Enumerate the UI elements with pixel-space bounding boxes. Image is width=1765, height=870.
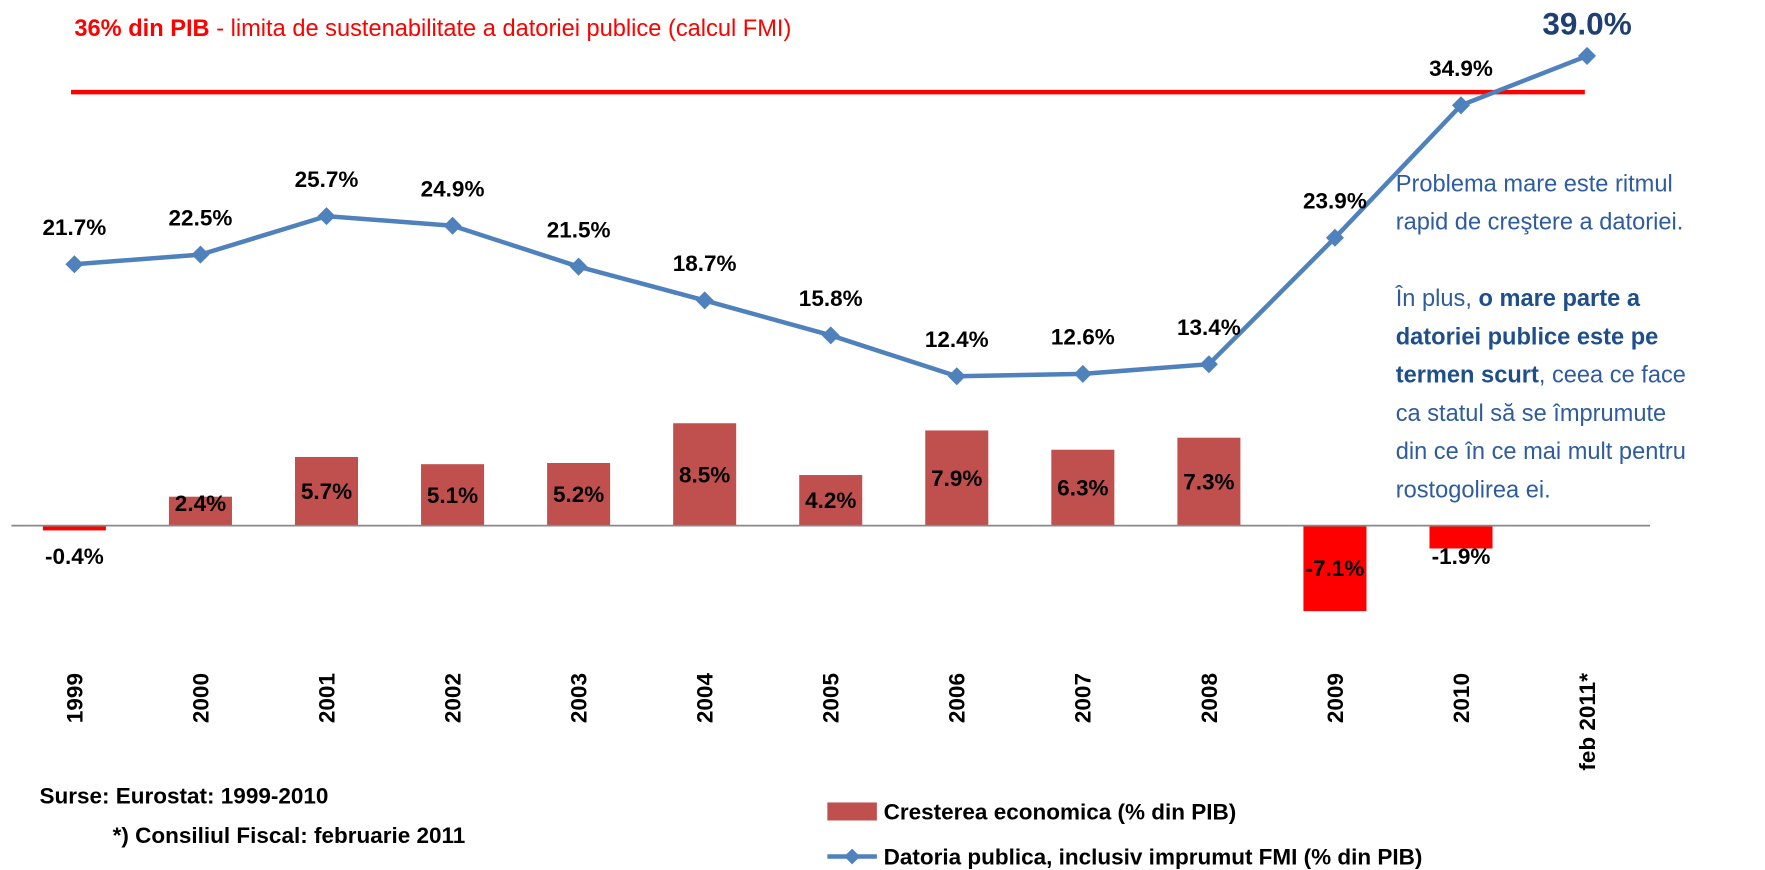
marker	[569, 257, 588, 276]
side-note-line: din ce în ce mai mult pentru	[1396, 439, 1686, 465]
x-tick-label: 2008	[1197, 673, 1222, 723]
marker	[317, 207, 336, 226]
side-note-line: În plus, o mare parte a	[1395, 285, 1641, 312]
x-tick-label: 2010	[1449, 673, 1474, 723]
marker	[443, 216, 462, 235]
annotation-bold: 36% din PIB	[74, 16, 209, 42]
bar	[1177, 437, 1241, 526]
data-label: 18.7%	[673, 251, 737, 276]
marker	[65, 255, 84, 274]
side-note-line: ca statul să se împrumute	[1396, 401, 1667, 427]
data-label: 13.4%	[1177, 315, 1241, 340]
side-note-line: rostogolirea ei.	[1396, 477, 1551, 503]
data-label: 21.5%	[547, 217, 611, 242]
source: Surse: Eurostat: 1999-2010	[40, 784, 329, 809]
side-note-text: În plus,	[1395, 285, 1479, 312]
data-label: 25.7%	[295, 167, 359, 192]
x-tick-label: 2006	[945, 673, 970, 723]
x-tick-label: 2005	[819, 673, 844, 723]
data-label: 8.5%	[679, 462, 730, 487]
x-tick-label: 2009	[1323, 673, 1348, 723]
marker	[1451, 96, 1471, 115]
marker	[947, 367, 966, 386]
marker	[1578, 46, 1597, 65]
x-tick-label: 2001	[314, 673, 339, 723]
marker	[191, 245, 210, 264]
data-label: 2.4%	[175, 491, 226, 516]
marker	[1199, 355, 1218, 374]
data-label: 7.3%	[1183, 470, 1234, 495]
x-tick-label: 2007	[1071, 673, 1096, 723]
data-label: -1.9%	[1432, 544, 1491, 569]
side-note-text: datoriei publice este pe	[1396, 324, 1659, 350]
data-label: 5.1%	[427, 483, 478, 508]
side-note-text: o mare parte a	[1478, 286, 1640, 312]
bar	[168, 496, 232, 526]
bar	[799, 475, 863, 526]
side-note-text: termen scurt	[1396, 363, 1539, 389]
data-label: 24.9%	[421, 176, 485, 201]
x-tick-label: feb 2011*	[1575, 673, 1600, 771]
legend-label: Datoria publica, inclusiv imprumut FMI (…	[884, 844, 1423, 869]
side-note-text: , ceea ce face	[1539, 363, 1686, 389]
side-note-text: din ce în ce mai mult pentru	[1396, 439, 1686, 465]
marker	[821, 326, 840, 345]
side-note-line: rapid de creştere a datoriei.	[1396, 210, 1684, 236]
bar	[547, 462, 611, 526]
data-label: 34.9%	[1429, 56, 1493, 81]
legend-label: Cresterea economica (% din PIB)	[884, 799, 1237, 824]
data-label: 4.2%	[805, 488, 856, 513]
side-note-text: rapid de creştere a datoriei.	[1396, 210, 1684, 236]
bar	[1051, 449, 1115, 526]
bar	[1303, 525, 1367, 612]
data-label: 21.7%	[42, 215, 106, 240]
data-label: 39.0%	[1542, 6, 1631, 42]
data-label: 12.6%	[1051, 325, 1115, 350]
x-tick-label: 2004	[693, 673, 718, 724]
data-label: 23.9%	[1303, 189, 1367, 214]
side-note-line: termen scurt, ceea ce face	[1396, 363, 1686, 389]
x-tick-label: 2003	[566, 673, 591, 723]
source: *) Consiliul Fiscal: februarie 2011	[113, 823, 466, 848]
data-label: 6.3%	[1057, 476, 1108, 501]
threshold-annotation: 36% din PIB - limita de sustenabilitate …	[74, 16, 791, 42]
data-label: 12.4%	[925, 327, 989, 352]
bar	[925, 430, 989, 526]
data-label: 5.2%	[553, 482, 604, 507]
marker	[1073, 364, 1092, 383]
side-note-text: Problema mare este ritmul	[1396, 171, 1673, 197]
data-label: 5.7%	[301, 479, 352, 504]
annotation-text: - limita de sustenabilitate a datoriei p…	[210, 16, 792, 42]
x-tick-label: 2002	[440, 673, 465, 723]
side-note-line: datoriei publice este pe	[1396, 324, 1659, 350]
legend-marker	[844, 848, 860, 865]
side-note-text: rostogolirea ei.	[1396, 477, 1551, 503]
marker	[695, 291, 714, 310]
side-note-line: Problema mare este ritmul	[1396, 171, 1673, 197]
bar	[421, 464, 485, 526]
x-tick-label: 2000	[188, 673, 213, 723]
side-note-text: ca statul să se împrumute	[1396, 401, 1667, 427]
data-label: -0.4%	[45, 544, 104, 569]
bar	[673, 423, 737, 526]
x-tick-label: 1999	[62, 673, 87, 723]
data-label: 22.5%	[169, 205, 233, 230]
bar	[294, 456, 359, 526]
legend-swatch	[827, 802, 877, 821]
data-label: -7.1%	[1306, 556, 1365, 581]
data-label: 15.8%	[799, 286, 863, 311]
bar	[1429, 525, 1493, 549]
bar	[42, 525, 106, 531]
data-label: 7.9%	[931, 466, 982, 491]
